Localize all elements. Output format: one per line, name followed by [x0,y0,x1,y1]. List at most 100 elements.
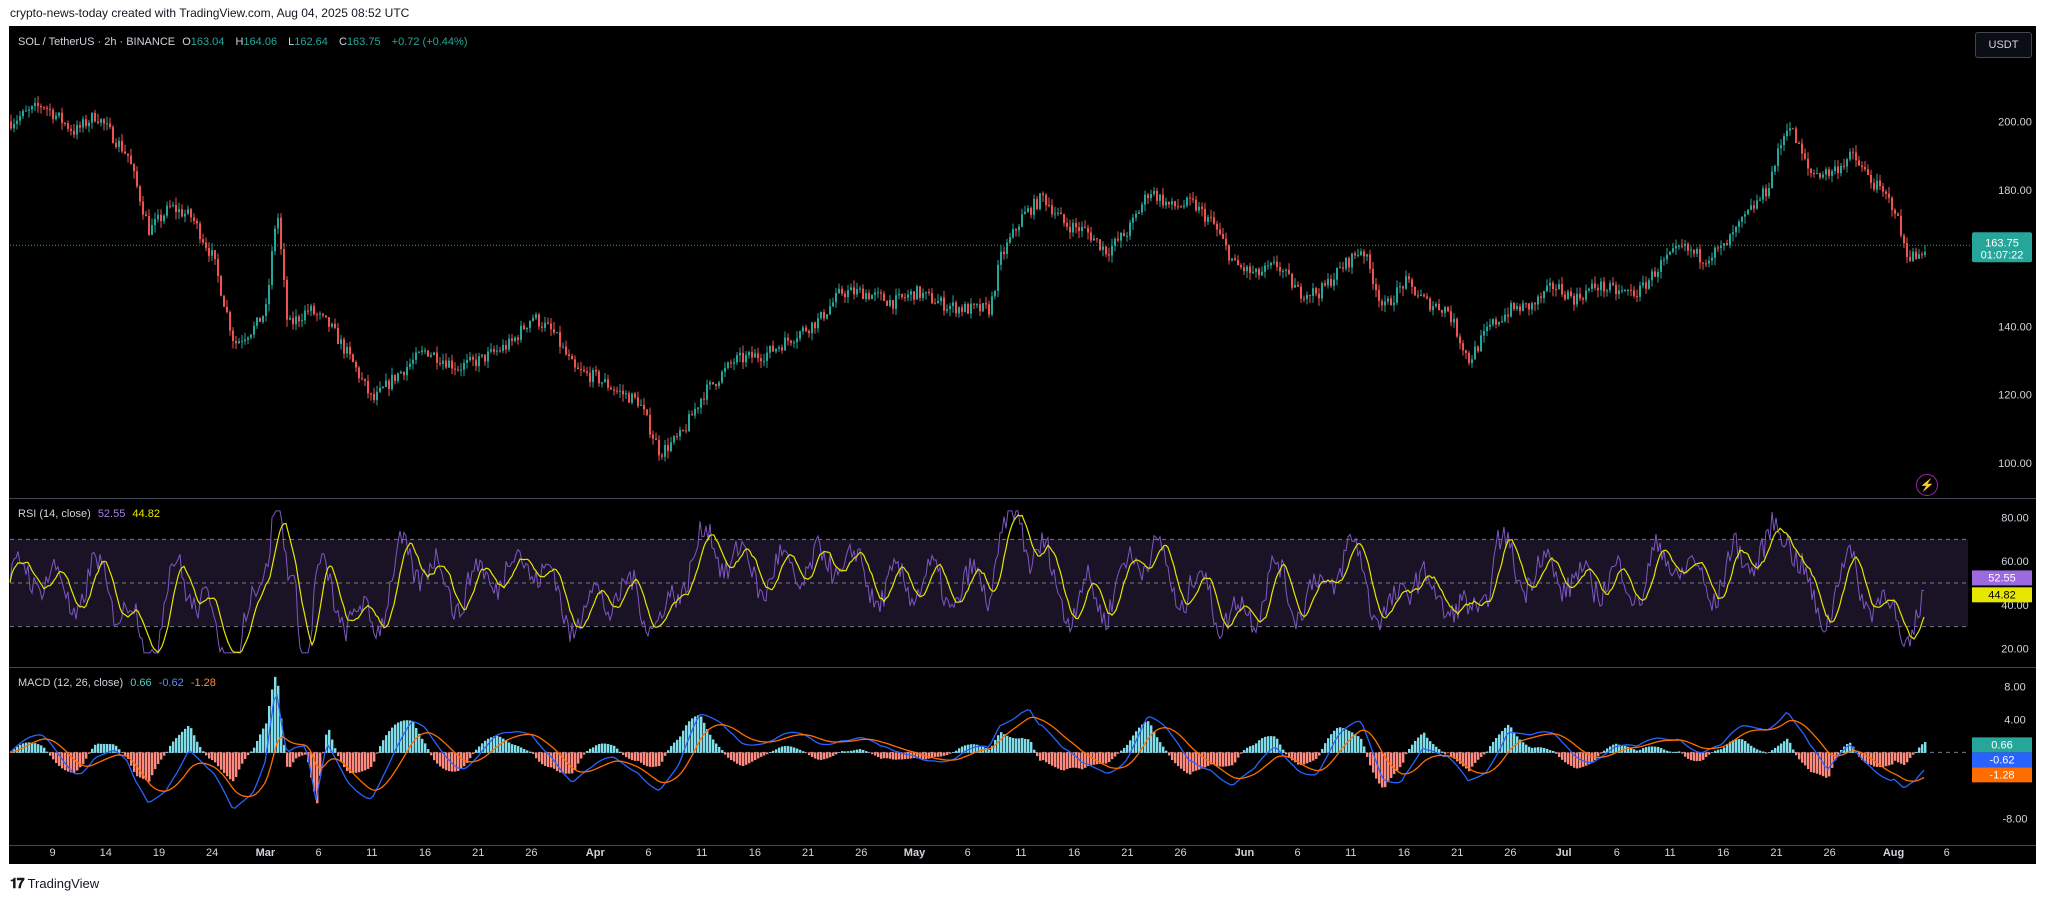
time-axis-tick: Apr [586,847,606,859]
macd-hist-bar [238,752,241,770]
candle-body [649,414,651,435]
rsi-axis-tick: 80.00 [2001,512,2029,524]
candle-body [1903,235,1905,244]
macd-hist-bar [616,748,619,753]
macd-hist-bar [1414,740,1417,753]
candle-body [973,303,975,305]
candle-body [349,347,351,355]
candle-body [1216,223,1218,230]
macd-hist-bar [964,745,967,753]
macd-hist-bar [700,716,703,753]
rsi-legend[interactable]: RSI (14, close) 52.55 44.82 [18,508,164,520]
price-axis-tick: 120.00 [1998,390,2032,402]
candle-body [718,382,720,386]
currency-button[interactable]: USDT [1975,32,2032,58]
macd-hist-bar [397,722,400,753]
macd-hist-bar [1921,744,1924,753]
candle-body [67,123,69,129]
candle-body [781,347,783,351]
candle-body [703,398,705,400]
macd-hist-bar [781,746,784,753]
macd-hist-bar [1159,742,1162,753]
last-price-badge[interactable] [1972,232,2032,263]
candle-body [376,391,378,401]
price-legend[interactable]: SOL / TetherUS · 2h · BINANCE O163.04 H1… [18,36,472,48]
macd-hist-bar [1516,736,1519,753]
rsi-ma-badge-text: 44.82 [1988,589,2016,601]
candle-body [1687,243,1689,251]
candle-body [52,109,54,120]
macd-legend[interactable]: MACD (12, 26, close) 0.66 -0.62 -1.28 [18,677,220,689]
macd-hist-bar [49,752,52,756]
macd-hist-bar [1615,743,1618,753]
macd-hist-bar [16,746,19,753]
candle-body [550,323,552,330]
macd-hist-bar [262,728,265,753]
rsi-ma-badge [1972,587,2032,603]
candle-body [1408,276,1410,280]
candle-body [457,369,459,371]
macd-label[interactable]: MACD (12, 26, close) [18,677,124,689]
candle-body [169,205,171,207]
macd-hist-bar [154,752,157,770]
macd-hist-bar [502,738,505,753]
candle-body [1372,268,1374,285]
rsi-label[interactable]: RSI (14, close) [18,508,91,520]
candle-body [271,251,273,286]
macd-hist-bar [289,752,292,768]
candle-body [1450,311,1452,323]
rsi-value-badge [1972,570,2032,586]
candle-body [1279,267,1281,272]
macd-hist-bar [1639,749,1642,753]
candle-body [601,382,603,384]
candle-body [715,384,717,386]
macd-hist-bar [583,752,586,755]
macd-value-badge [1972,752,2032,768]
candle-body [616,390,618,392]
candle-body [1144,194,1146,205]
price-candles[interactable] [10,96,1926,462]
candle-body [1708,260,1710,264]
candle-body [31,106,33,110]
macd-hist-bar [379,746,382,753]
candle-body [445,360,447,368]
candle-body [127,153,129,156]
candle-body [1897,213,1899,216]
macd-hist-bar [1252,745,1255,753]
macd-hist-bar [1825,752,1828,778]
candle-body [1624,290,1626,292]
macd-hist-bar [907,752,910,759]
rsi-axis-tick: 60.00 [2001,556,2029,568]
macd-hist-bar [733,752,736,762]
macd-hist-bar [64,752,67,771]
footer-brand[interactable]: 𝟏𝟕 TradingView [10,875,99,892]
macd-hist-bar [115,745,118,753]
macd-hist-bar [1474,752,1477,763]
candle-body [1855,152,1857,161]
candle-body [1882,186,1884,192]
candle-body [1180,206,1182,208]
close-value: 163.75 [346,36,381,48]
macd-hist-bar [1540,747,1543,753]
candle-body [1231,258,1233,261]
macd-hist-bar [445,752,448,771]
macd-hist-bar [388,731,391,753]
macd-hist-bar [1138,727,1141,753]
candle-body [793,342,795,344]
lightning-bolt-icon[interactable]: ⚡ [1916,474,1938,496]
macd-hist-bar [1243,750,1246,753]
candle-body [97,121,99,123]
candle-body [40,106,42,108]
macd-hist-bar [424,743,427,753]
candle-body [1159,194,1161,201]
candle-body [667,445,669,451]
candle-body [1660,260,1662,272]
macd-hist-bar [1123,747,1126,753]
candle-body [76,125,78,135]
candle-body [853,287,855,295]
macd-hist-bar [865,751,868,753]
chart-frame[interactable] [9,26,2036,864]
candle-body [1696,248,1698,254]
symbol-label[interactable]: SOL / TetherUS · 2h · BINANCE [18,36,176,48]
